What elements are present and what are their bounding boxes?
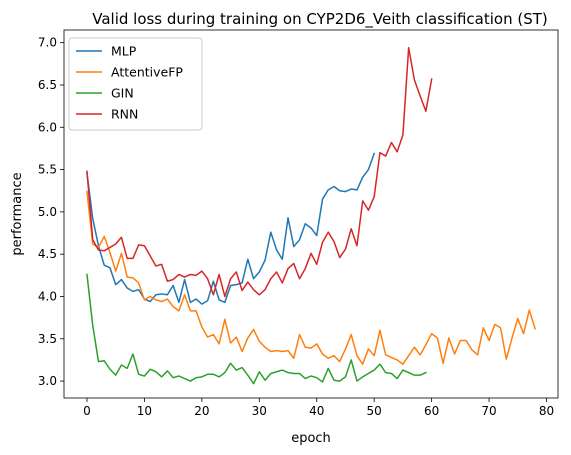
y-axis: 3.0 3.5 4.0 4.5 5.0 5.5 6.0 6.5 7.0 [38, 36, 64, 388]
plot-frame [63, 29, 559, 399]
y-tick-label: 6.0 [38, 120, 57, 134]
x-tick-label: 10 [137, 404, 152, 418]
legend-box [68, 37, 203, 131]
legend-label-rnn: RNN [111, 107, 138, 122]
legend-label-mlp: MLP [111, 44, 137, 59]
series-line-rnn [86, 47, 433, 298]
x-tick-label: 30 [252, 404, 267, 418]
y-tick-label: 5.5 [38, 163, 57, 177]
x-tick-label: 80 [539, 404, 554, 418]
y-tick-label: 7.0 [38, 36, 57, 50]
legend-label-gin: GIN [111, 86, 134, 101]
y-tick-label: 3.0 [38, 374, 57, 388]
y-axis-label: performance [10, 172, 25, 255]
x-tick-label: 60 [424, 404, 439, 418]
legend: MLP AttentiveFP GIN RNN [68, 37, 203, 131]
y-tick-label: 4.5 [38, 247, 57, 261]
y-tick-label: 5.0 [38, 205, 57, 219]
x-tick-label: 0 [83, 404, 91, 418]
x-tick-label: 70 [481, 404, 496, 418]
legend-label-attentivefp: AttentiveFP [111, 65, 183, 80]
x-axis: 0 10 20 30 40 50 60 70 80 [83, 398, 554, 418]
y-tick-label: 3.5 [38, 332, 57, 346]
series-line-mlp [86, 152, 376, 305]
series-line-attentivefp [86, 190, 536, 365]
series-layer [86, 47, 536, 385]
x-tick-label: 40 [309, 404, 324, 418]
y-tick-label: 6.5 [38, 78, 57, 92]
x-tick-label: 20 [194, 404, 209, 418]
x-axis-label: epoch [291, 431, 331, 446]
series-line-gin [86, 273, 427, 385]
x-tick-label: 50 [367, 404, 382, 418]
y-tick-label: 4.0 [38, 289, 57, 303]
chart-title: Valid loss during training on CYP2D6_Vei… [92, 10, 548, 29]
